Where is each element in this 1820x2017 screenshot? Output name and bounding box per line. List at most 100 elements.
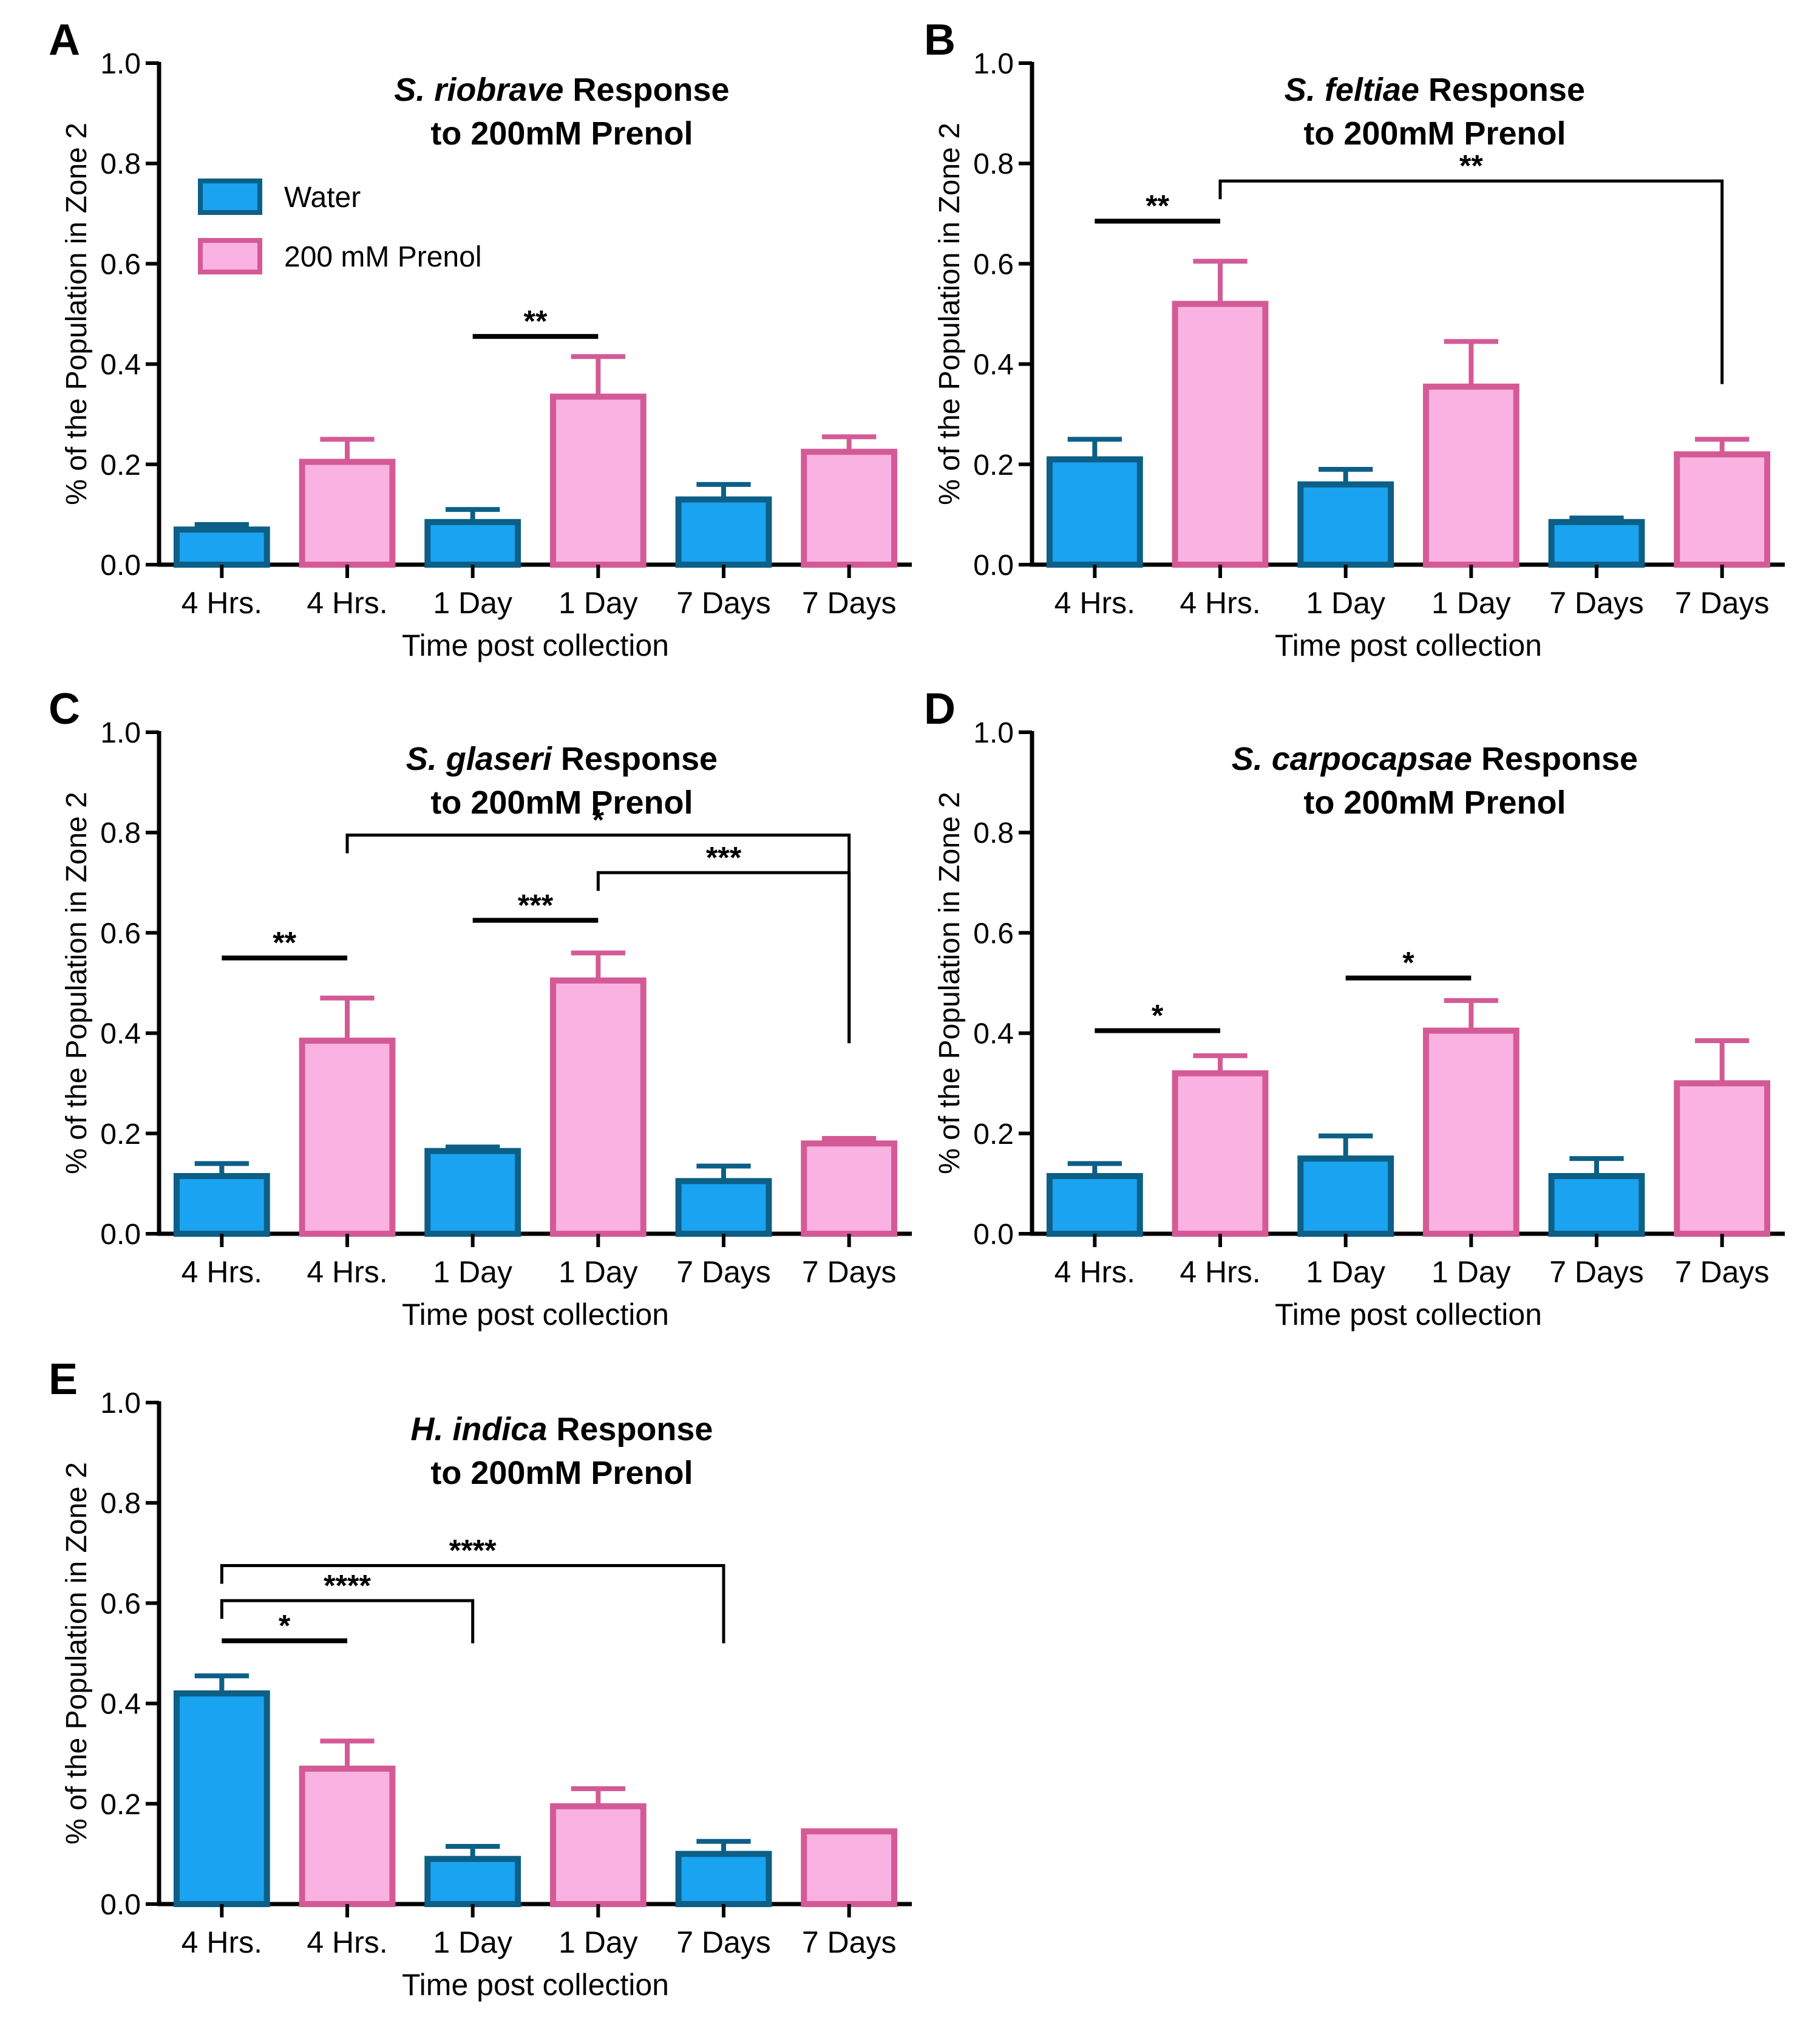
- x-tick-label: 7 Days: [1675, 586, 1770, 620]
- y-tick-label: 0.0: [973, 1219, 1014, 1251]
- y-tick-label: 0.6: [973, 248, 1014, 281]
- bar: [1297, 1155, 1394, 1237]
- significance-bracket: [220, 1563, 725, 1644]
- significance-bracket: [596, 871, 851, 1044]
- y-tick-label: 1.0: [100, 1387, 141, 1420]
- chart-title-rest: Response: [547, 1411, 713, 1447]
- bar: [1674, 1080, 1771, 1237]
- y-tick-label: 0.4: [973, 1018, 1014, 1050]
- y-tick-label: 0.2: [100, 449, 141, 481]
- significance-label: *: [1402, 946, 1414, 980]
- x-tick-label: 1 Day: [559, 1925, 638, 1959]
- y-tick-label: 0.0: [100, 549, 141, 582]
- bar: [173, 1173, 270, 1237]
- y-tick-label: 0.8: [973, 148, 1014, 180]
- chart-title-species: S. glaseri: [406, 741, 552, 777]
- legend-swatch: [198, 238, 262, 274]
- bar: [1172, 301, 1269, 568]
- bar: [173, 1690, 270, 1908]
- panel-b-letter: B: [924, 16, 956, 64]
- y-tick-label: 0.6: [100, 917, 141, 950]
- panel-a: A 0.0 0.2 0.4 0.6 0.8 1.0 % of the Population …: [49, 16, 912, 662]
- chart-title-line1: H. indica Response: [410, 1411, 713, 1447]
- bar: [173, 526, 270, 568]
- y-tick-label: 0.4: [100, 349, 141, 381]
- panel-e: E 0.0 0.2 0.4 0.6 0.8 1.0 % of the Population …: [49, 1355, 912, 2002]
- significance-bracket: [220, 1599, 475, 1644]
- x-axis-title: Time post collection: [402, 1968, 669, 2002]
- x-tick-label: 7 Days: [676, 1925, 771, 1959]
- x-axis-title: Time post collection: [402, 1298, 669, 1332]
- y-tick-label: 0.0: [100, 1219, 141, 1251]
- chart-title-line2: to 200mM Prenol: [430, 1455, 693, 1491]
- chart-title-species: S. carpocapsae: [1232, 741, 1472, 777]
- chart-title-line2: to 200mM Prenol: [430, 115, 693, 152]
- x-tick-label: 7 Days: [676, 1255, 771, 1289]
- x-tick-label: 4 Hrs.: [1180, 586, 1260, 620]
- y-axis-title: % of the Population in Zone 2: [934, 123, 966, 505]
- y-tick-label: 0.6: [100, 1588, 141, 1620]
- legend-swatch: [198, 179, 262, 215]
- significance-label: *: [1152, 998, 1164, 1032]
- chart-title-rest: Response: [1419, 72, 1585, 108]
- bar: [1548, 519, 1645, 568]
- x-tick-label: 4 Hrs.: [1180, 1255, 1260, 1289]
- chart-title-line2: to 200mM Prenol: [1303, 784, 1566, 821]
- x-tick-label: 7 Days: [802, 1925, 897, 1959]
- y-tick-label: 0.4: [100, 1018, 141, 1050]
- x-tick-label: 1 Day: [1306, 1255, 1385, 1289]
- significance-label: ***: [518, 888, 554, 922]
- y-tick-label: 0.2: [973, 449, 1014, 481]
- y-tick-label: 0.6: [973, 917, 1014, 950]
- bar: [1674, 451, 1771, 568]
- x-tick-label: 4 Hrs.: [307, 1925, 387, 1959]
- significance-label: ****: [324, 1568, 371, 1602]
- bar: [801, 449, 898, 568]
- x-tick-label: 1 Day: [1431, 1255, 1511, 1289]
- y-tick-label: 0.8: [100, 817, 141, 849]
- bar: [1172, 1070, 1269, 1237]
- chart-title-species: S. riobrave: [394, 72, 563, 108]
- bar: [299, 458, 396, 568]
- bar: [549, 977, 647, 1237]
- x-tick-label: 7 Days: [1675, 1255, 1770, 1289]
- bar: [801, 1140, 898, 1237]
- significance-label: ****: [449, 1533, 497, 1567]
- x-tick-label: 7 Days: [802, 1255, 897, 1289]
- x-tick-label: 1 Day: [1431, 586, 1511, 620]
- y-tick-label: 0.2: [100, 1789, 141, 1821]
- x-tick-label: 7 Days: [676, 586, 771, 620]
- x-tick-label: 7 Days: [1549, 586, 1644, 620]
- y-axis-title: % of the Population in Zone 2: [934, 792, 966, 1174]
- x-tick-label: 7 Days: [802, 586, 897, 620]
- y-axis-title: % of the Population in Zone 2: [61, 1462, 93, 1845]
- bar: [675, 496, 772, 568]
- significance-label: *: [593, 803, 605, 837]
- chart-title-line1: S. carpocapsae Response: [1232, 741, 1638, 777]
- chart-title-rest: Response: [552, 741, 718, 777]
- x-axis-title: Time post collection: [402, 628, 669, 662]
- legend-label: 200 mM Prenol: [284, 241, 481, 273]
- y-tick-label: 0.8: [973, 817, 1014, 849]
- significance-label: **: [1459, 149, 1483, 183]
- x-tick-label: 1 Day: [433, 1255, 512, 1289]
- bar: [549, 393, 647, 568]
- y-axis-title: % of the Population in Zone 2: [61, 792, 93, 1174]
- y-tick-label: 0.2: [973, 1118, 1014, 1151]
- x-tick-label: 4 Hrs.: [182, 1925, 262, 1959]
- x-tick-label: 4 Hrs.: [1054, 1255, 1135, 1289]
- chart-title-line2: to 200mM Prenol: [430, 784, 693, 821]
- panel-d-letter: D: [924, 685, 956, 733]
- panel-e-letter: E: [49, 1355, 78, 1404]
- significance-label: *: [279, 1608, 291, 1642]
- x-tick-label: 4 Hrs.: [307, 586, 387, 620]
- panel-c-letter: C: [49, 685, 80, 733]
- y-tick-label: 0.2: [100, 1118, 141, 1151]
- panel-d: D 0.0 0.2 0.4 0.6 0.8 1.0 % of the Population …: [924, 685, 1785, 1332]
- legend-label: Water: [284, 182, 361, 214]
- chart-title-species: H. indica: [410, 1411, 547, 1447]
- chart-title-line1: S. riobrave Response: [394, 72, 729, 108]
- y-tick-label: 1.0: [100, 717, 141, 749]
- chart-title-line2: to 200mM Prenol: [1303, 115, 1566, 152]
- significance-label: **: [524, 304, 548, 338]
